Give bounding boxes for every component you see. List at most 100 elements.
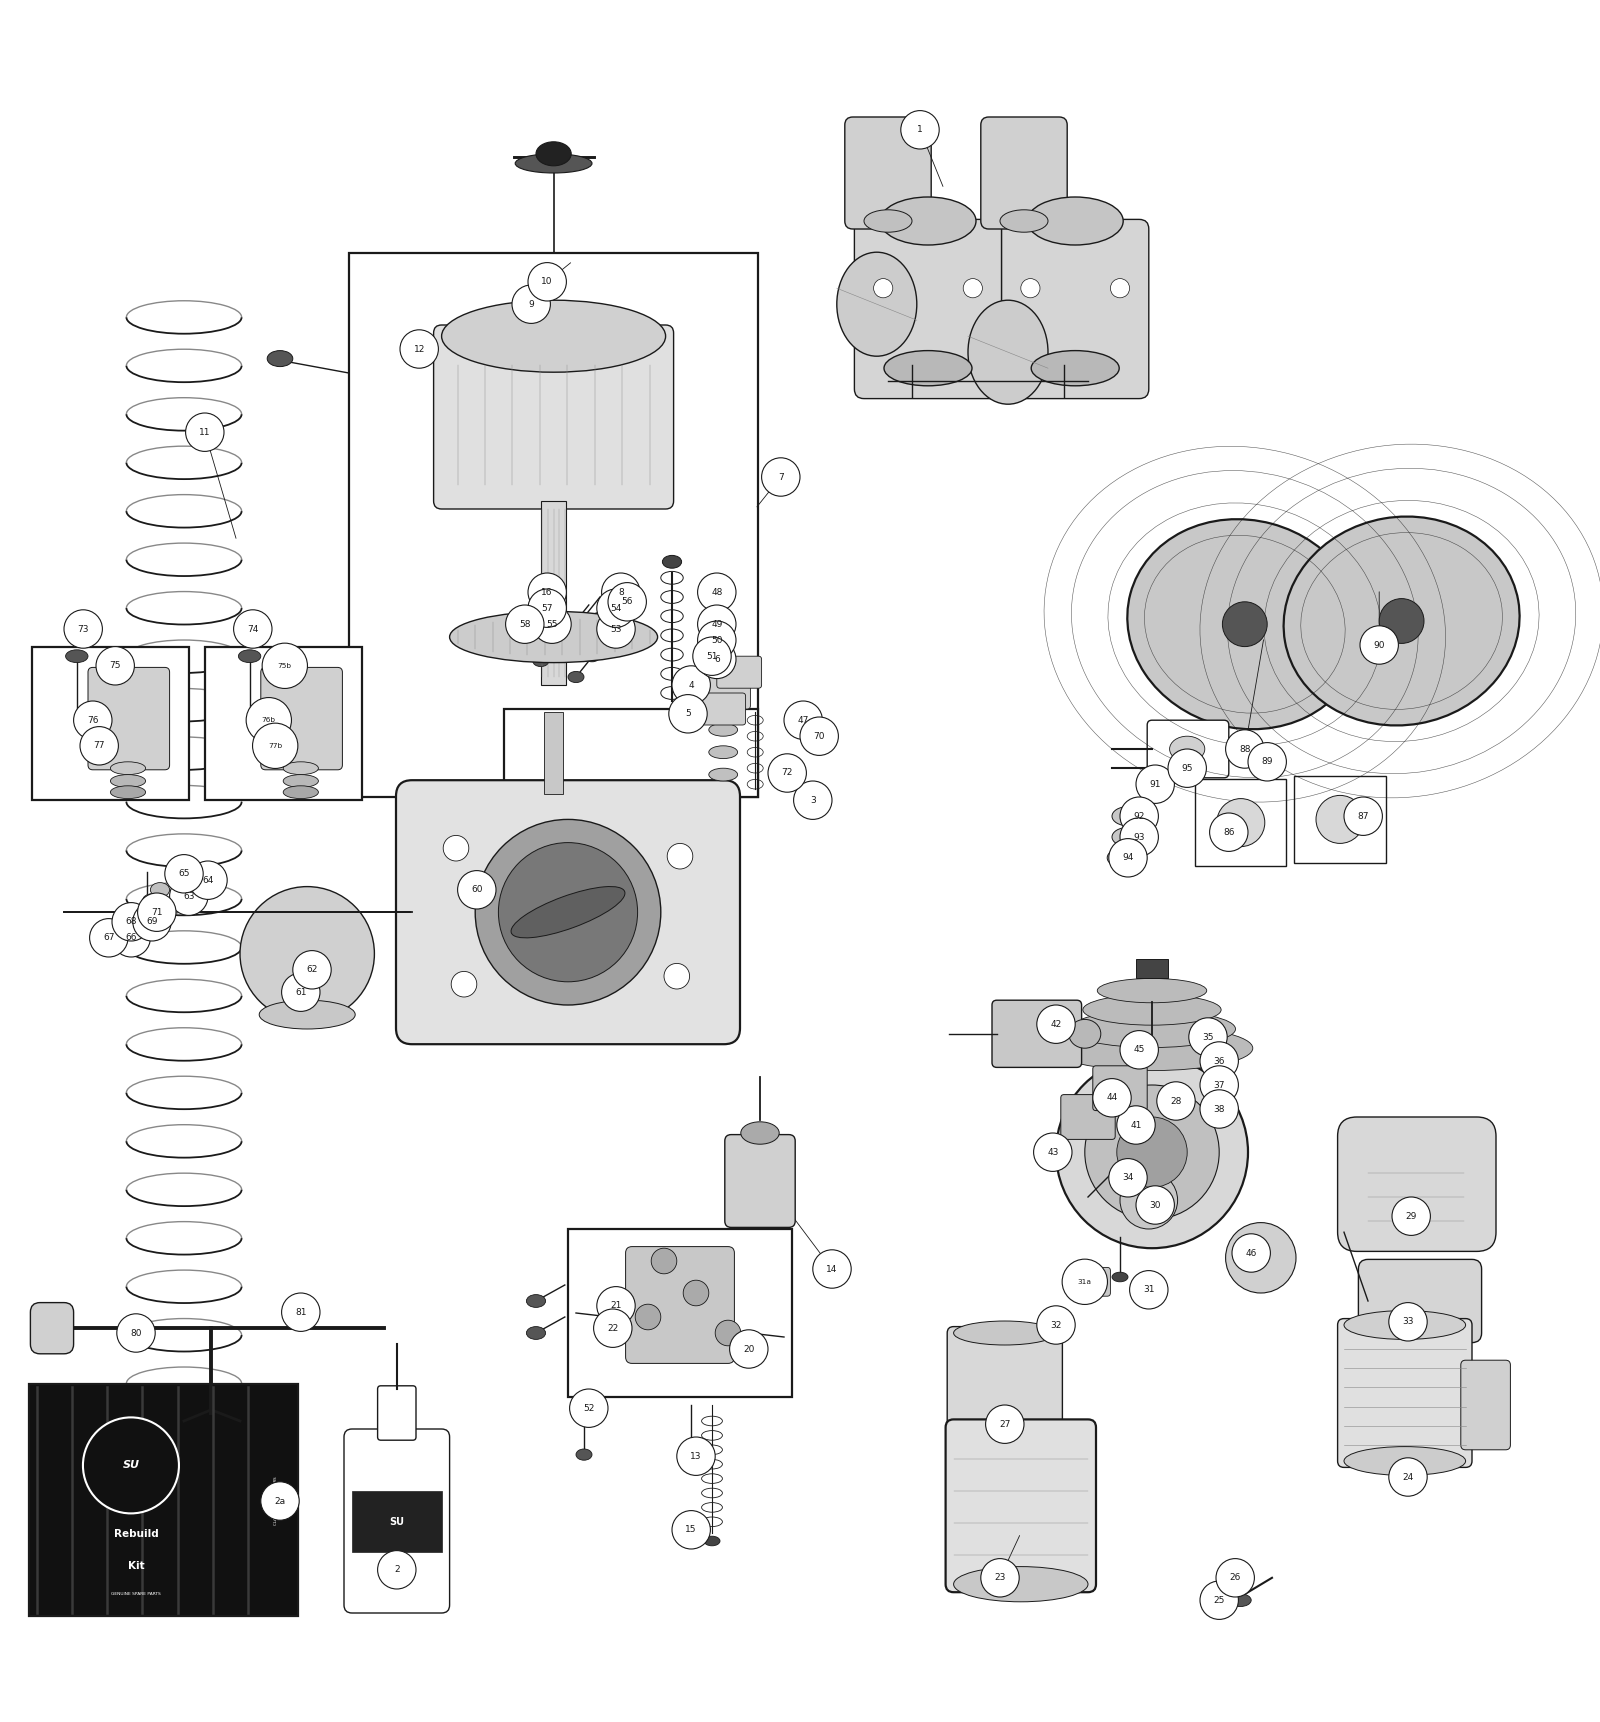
Ellipse shape — [1229, 1595, 1251, 1607]
Text: 94: 94 — [1122, 854, 1134, 863]
Ellipse shape — [1128, 518, 1362, 728]
Ellipse shape — [267, 351, 293, 367]
Ellipse shape — [118, 914, 138, 928]
FancyBboxPatch shape — [1195, 780, 1286, 866]
FancyBboxPatch shape — [1294, 777, 1386, 863]
Ellipse shape — [1344, 1446, 1466, 1476]
Ellipse shape — [110, 761, 146, 775]
Circle shape — [112, 918, 150, 957]
Text: 68: 68 — [125, 918, 138, 926]
Text: 76b: 76b — [262, 716, 275, 723]
Text: 75b: 75b — [278, 663, 291, 668]
Circle shape — [1034, 1133, 1072, 1171]
Ellipse shape — [138, 918, 157, 932]
Ellipse shape — [1112, 827, 1144, 847]
Text: 41: 41 — [1130, 1121, 1142, 1130]
Text: Kit: Kit — [128, 1562, 144, 1570]
Circle shape — [189, 861, 227, 899]
Ellipse shape — [150, 909, 170, 925]
Bar — [504, 709, 758, 797]
Text: 44: 44 — [1106, 1093, 1118, 1102]
FancyBboxPatch shape — [1338, 1319, 1472, 1467]
Ellipse shape — [1083, 994, 1221, 1025]
Ellipse shape — [122, 926, 141, 940]
Text: 56: 56 — [621, 598, 634, 606]
Circle shape — [1226, 730, 1264, 768]
Circle shape — [1210, 813, 1248, 851]
Circle shape — [1200, 1066, 1238, 1104]
Text: 31a: 31a — [1078, 1279, 1091, 1285]
Ellipse shape — [1115, 854, 1130, 861]
Text: 64: 64 — [202, 876, 214, 885]
Circle shape — [528, 589, 566, 627]
FancyBboxPatch shape — [992, 1000, 1082, 1068]
Bar — [544, 713, 563, 794]
Circle shape — [1117, 1106, 1155, 1143]
Ellipse shape — [110, 775, 146, 787]
Circle shape — [1379, 599, 1424, 644]
Circle shape — [64, 610, 102, 647]
Circle shape — [597, 589, 635, 627]
Text: 90: 90 — [1373, 641, 1386, 649]
Circle shape — [901, 110, 939, 150]
Circle shape — [1120, 797, 1158, 835]
Ellipse shape — [150, 883, 170, 897]
Circle shape — [762, 458, 800, 496]
Text: 58: 58 — [518, 620, 531, 629]
Circle shape — [1200, 1581, 1238, 1619]
FancyBboxPatch shape — [1072, 1267, 1110, 1297]
Circle shape — [1168, 749, 1206, 787]
Text: 23: 23 — [994, 1574, 1006, 1583]
Text: 53: 53 — [610, 625, 622, 634]
Circle shape — [261, 1483, 299, 1521]
Text: 95: 95 — [1181, 763, 1194, 773]
Circle shape — [635, 1304, 661, 1329]
Text: 32: 32 — [1050, 1321, 1062, 1329]
Text: 93: 93 — [1133, 832, 1146, 842]
Circle shape — [664, 963, 690, 988]
Text: 86: 86 — [1222, 828, 1235, 837]
Text: 71: 71 — [150, 907, 163, 916]
FancyBboxPatch shape — [854, 219, 1002, 398]
Bar — [352, 1491, 442, 1552]
Text: Rebuild: Rebuild — [114, 1529, 158, 1539]
Circle shape — [1392, 1197, 1430, 1235]
Ellipse shape — [66, 649, 88, 663]
Ellipse shape — [283, 775, 318, 787]
Circle shape — [1189, 1018, 1227, 1056]
Circle shape — [715, 1321, 741, 1347]
Circle shape — [165, 854, 203, 894]
Ellipse shape — [662, 556, 682, 568]
FancyBboxPatch shape — [1461, 1360, 1510, 1450]
Ellipse shape — [283, 761, 318, 775]
Text: 24: 24 — [1402, 1472, 1414, 1481]
Ellipse shape — [954, 1321, 1056, 1345]
Ellipse shape — [110, 785, 146, 799]
Circle shape — [570, 1390, 608, 1428]
Circle shape — [698, 573, 736, 611]
Ellipse shape — [170, 889, 189, 904]
Circle shape — [74, 701, 112, 739]
Circle shape — [506, 604, 544, 644]
Ellipse shape — [709, 723, 738, 737]
Bar — [568, 1230, 792, 1397]
Ellipse shape — [1170, 737, 1205, 761]
Bar — [205, 646, 362, 801]
Ellipse shape — [283, 785, 318, 799]
Ellipse shape — [549, 639, 565, 651]
Ellipse shape — [1138, 961, 1166, 976]
Ellipse shape — [259, 1000, 355, 1030]
Text: 37: 37 — [1213, 1080, 1226, 1090]
Text: 50: 50 — [710, 635, 723, 644]
Ellipse shape — [442, 300, 666, 372]
Text: 47: 47 — [797, 716, 810, 725]
Circle shape — [608, 582, 646, 622]
Text: 54: 54 — [610, 604, 622, 613]
Circle shape — [1344, 797, 1382, 835]
Text: 1: 1 — [917, 126, 923, 134]
Text: 42: 42 — [1050, 1019, 1062, 1028]
Text: 8: 8 — [618, 587, 624, 598]
Circle shape — [963, 279, 982, 298]
Text: 69: 69 — [146, 918, 158, 926]
Text: 20: 20 — [742, 1345, 755, 1353]
